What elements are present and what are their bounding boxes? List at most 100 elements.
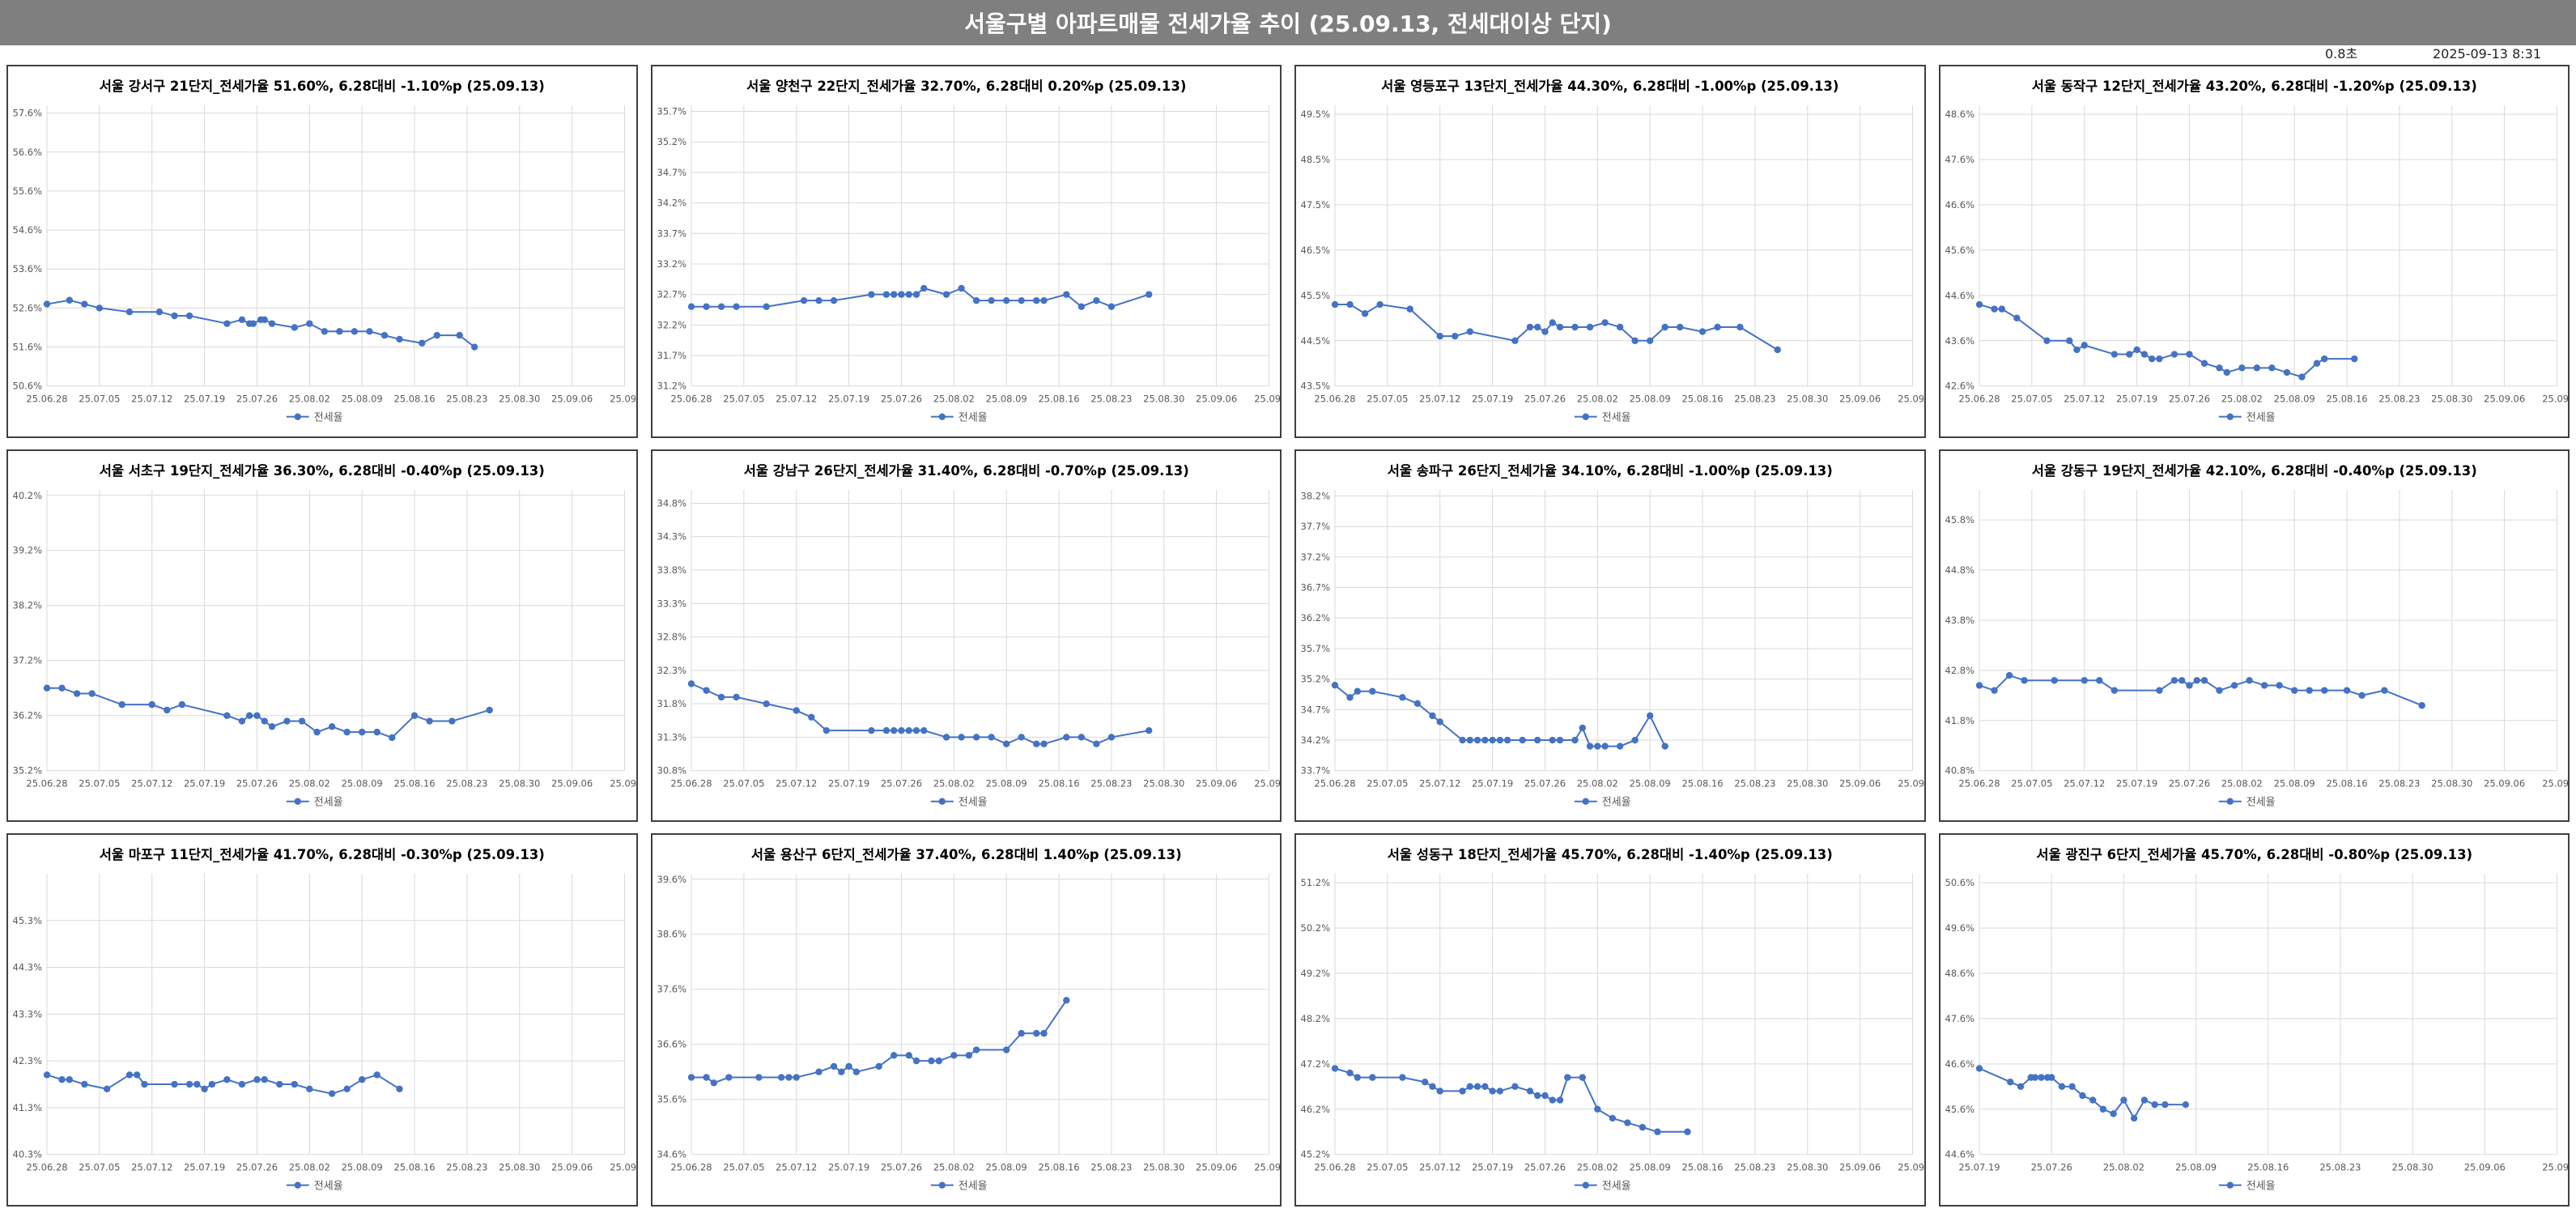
data-point — [1677, 323, 1684, 331]
data-point — [2095, 676, 2102, 684]
data-point — [920, 284, 927, 292]
y-tick-label: 48.6% — [1945, 968, 1975, 979]
y-tick-label: 32.7% — [657, 289, 687, 300]
page-title: 서울구별 아파트매물 전세가율 추이 (25.09.13, 전세대이상 단지) — [964, 11, 1612, 37]
legend-marker — [938, 798, 946, 805]
data-point — [1107, 303, 1115, 310]
data-point — [912, 291, 920, 298]
data-point — [830, 296, 837, 304]
chart-panel-gwangjin: 서울 광진구 6단지_전세가율 45.70%, 6.28대비 -0.80%p (… — [1938, 833, 2570, 1207]
x-tick-label: 25.09. — [610, 777, 635, 789]
y-tick-label: 37.6% — [657, 984, 687, 995]
x-tick-label: 25.08.16 — [393, 394, 435, 405]
data-point — [1990, 687, 1998, 694]
data-point — [155, 309, 164, 316]
chart-title: 서울 강남구 26단지_전세가율 31.40%, 6.28대비 -0.70%p … — [743, 463, 1188, 479]
x-tick-label: 25.08.02 — [1577, 394, 1618, 405]
data-point — [2260, 681, 2268, 689]
data-point — [972, 1046, 980, 1054]
data-point — [1346, 300, 1354, 309]
x-tick-label: 25.07.05 — [723, 1162, 764, 1173]
x-tick-label: 25.08.16 — [393, 1162, 435, 1173]
chart-grid: 서울 강서구 21단지_전세가율 51.60%, 6.28대비 -1.10%p … — [6, 65, 2570, 1207]
x-tick-label: 25.09. — [1898, 394, 1923, 405]
x-tick-label: 25.08.16 — [1038, 777, 1079, 789]
data-point — [125, 1071, 134, 1079]
series-line — [46, 687, 490, 738]
data-point — [328, 722, 336, 730]
chart-svg: 서울 영등포구 13단지_전세가율 44.30%, 6.28대비 -1.00%p… — [1301, 79, 1924, 424]
data-point — [2350, 355, 2357, 363]
y-tick-label: 40.3% — [13, 1149, 43, 1160]
data-point — [1354, 1074, 1361, 1082]
chart-panel-gangseo: 서울 강서구 21단지_전세가율 51.60%, 6.28대비 -1.10%p … — [6, 65, 638, 438]
legend-marker — [294, 798, 301, 805]
legend-marker — [1582, 413, 1589, 420]
data-point — [762, 303, 770, 310]
x-tick-label: 25.08.16 — [393, 777, 435, 789]
y-tick-label: 41.3% — [13, 1102, 43, 1113]
x-tick-label: 25.09. — [610, 1162, 635, 1173]
legend-label: 전세율 — [314, 796, 343, 808]
x-tick-label: 25.08.16 — [1038, 1162, 1079, 1173]
x-tick-label: 25.08.30 — [1143, 1162, 1184, 1173]
x-tick-label: 25.06.28 — [26, 1162, 67, 1173]
data-point — [43, 684, 51, 692]
y-tick-label: 45.8% — [1945, 514, 1975, 526]
y-tick-label: 34.2% — [1301, 734, 1331, 746]
data-point — [882, 726, 890, 734]
chart-panel-seocho: 서울 서초구 19단지_전세가율 36.30%, 6.28대비 -0.40%p … — [6, 449, 638, 823]
x-tick-label: 25.06.28 — [670, 777, 712, 789]
data-point — [755, 1074, 763, 1082]
data-point — [732, 303, 740, 310]
x-tick-label: 25.08.02 — [1577, 1162, 1618, 1173]
x-tick-label: 25.07.12 — [1419, 394, 1460, 405]
y-tick-label: 49.5% — [1301, 109, 1331, 120]
data-point — [1975, 300, 1983, 309]
data-point — [456, 331, 463, 339]
timestamp-label: 2025-09-13 8:31 — [2433, 46, 2541, 62]
x-tick-label: 25.08.09 — [985, 1162, 1027, 1173]
data-point — [103, 1085, 111, 1093]
x-tick-label: 25.07.05 — [723, 777, 764, 789]
page-title-banner: 서울구별 아파트매물 전세가율 추이 (25.09.13, 전세대이상 단지) — [0, 0, 2576, 45]
data-point — [410, 712, 419, 719]
data-point — [433, 331, 441, 339]
data-point — [1496, 736, 1504, 743]
y-tick-label: 48.5% — [1301, 154, 1331, 165]
y-tick-label: 48.2% — [1301, 1013, 1331, 1024]
y-tick-label: 48.6% — [1945, 109, 1975, 120]
x-tick-label: 25.07.12 — [776, 1162, 817, 1173]
data-point — [238, 1081, 246, 1088]
x-tick-label: 25.08.02 — [933, 1162, 974, 1173]
data-point — [784, 1074, 793, 1082]
x-tick-label: 25.09.06 — [1196, 394, 1237, 405]
x-tick-label: 25.08.30 — [499, 394, 540, 405]
data-point — [2089, 1096, 2096, 1104]
x-tick-label: 25.07.19 — [2116, 394, 2157, 405]
data-point — [298, 717, 306, 725]
data-point — [800, 296, 807, 304]
x-tick-label: 25.08.30 — [2391, 1162, 2433, 1173]
data-point — [389, 734, 396, 741]
data-point — [2031, 1074, 2038, 1082]
x-tick-label: 25.08.23 — [2378, 777, 2420, 789]
x-tick-label: 25.07.19 — [1958, 1162, 2000, 1173]
data-point — [2037, 1074, 2045, 1082]
data-point — [171, 1081, 178, 1088]
data-point — [1601, 319, 1609, 326]
data-point — [291, 1081, 298, 1088]
data-point — [1429, 712, 1436, 719]
y-tick-label: 37.2% — [1301, 551, 1331, 563]
data-point — [912, 1058, 920, 1065]
data-point — [1018, 296, 1025, 304]
data-point — [249, 320, 257, 327]
data-point — [396, 1085, 403, 1093]
y-tick-label: 34.7% — [657, 167, 687, 178]
data-point — [2306, 687, 2313, 694]
legend-label: 전세율 — [1602, 796, 1631, 808]
y-tick-label: 34.3% — [657, 530, 687, 542]
x-tick-label: 25.07.26 — [2030, 1162, 2072, 1173]
y-tick-label: 42.3% — [13, 1055, 43, 1066]
x-tick-label: 25.07.12 — [2064, 394, 2105, 405]
